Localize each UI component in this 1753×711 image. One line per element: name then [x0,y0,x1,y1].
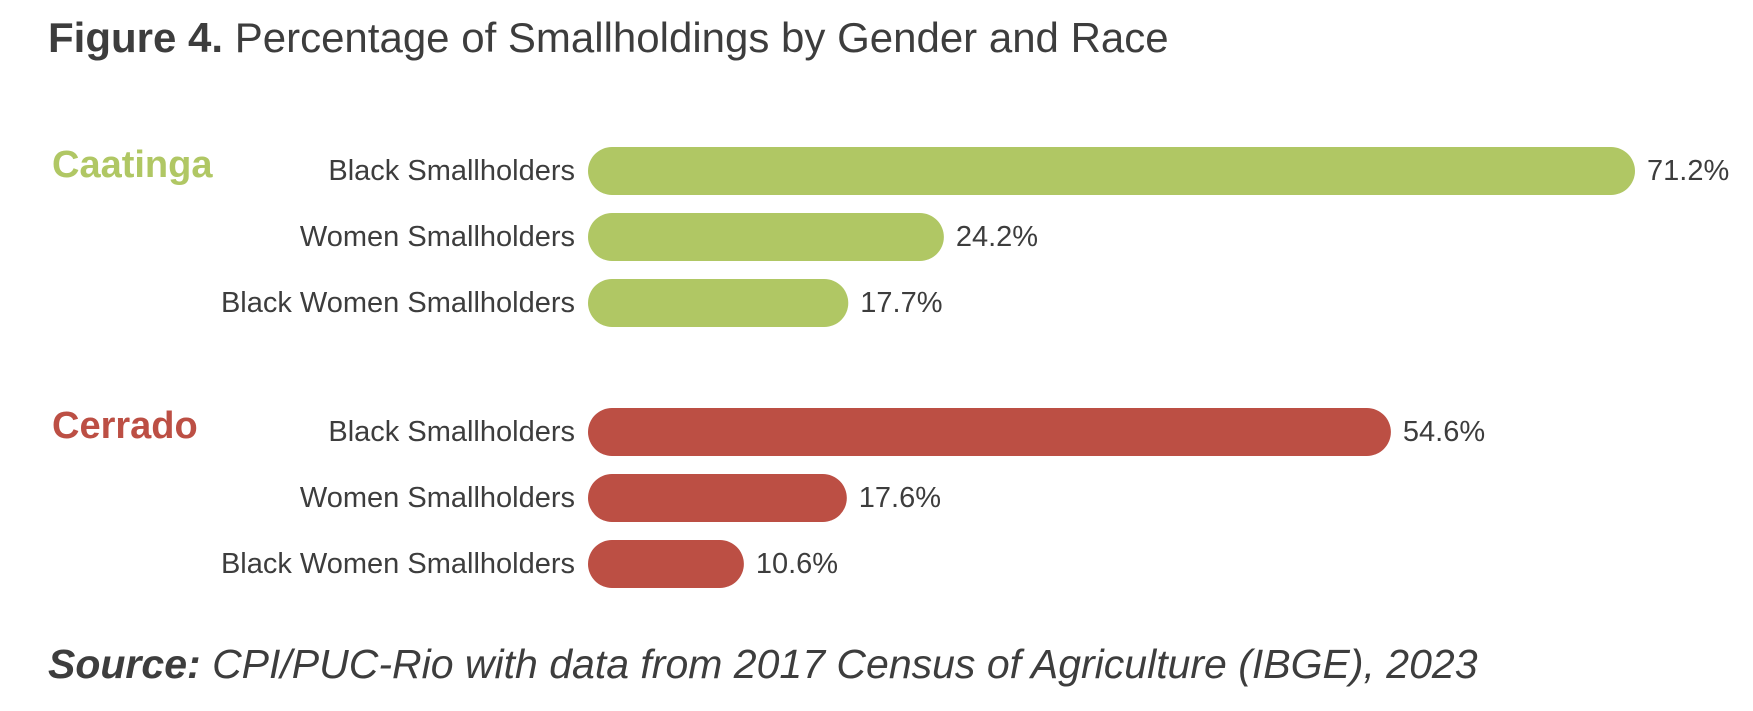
bar-caatinga-2 [588,279,849,327]
value-label: 71.2% [1647,155,1729,187]
category-label: Black Women Smallholders [221,287,575,319]
category-label: Black Smallholders [328,416,575,448]
value-label: 17.6% [859,482,941,514]
figure-title-text: Percentage of Smallholdings by Gender an… [234,14,1169,61]
bar-cerrado-1 [588,474,847,522]
group-label-cerrado: Cerrado [52,405,198,447]
value-label: 10.6% [756,548,838,580]
bar-caatinga-1 [588,213,944,261]
bar-cerrado-2 [588,540,744,588]
bar-cerrado-0 [588,408,1391,456]
value-label: 54.6% [1403,416,1485,448]
chart-source: Source: CPI/PUC-Rio with data from 2017 … [48,641,1478,688]
group-label-caatinga: Caatinga [52,144,213,186]
bar-caatinga-0 [588,147,1635,195]
category-label: Women Smallholders [300,221,575,253]
category-label: Women Smallholders [300,482,575,514]
category-label: Black Women Smallholders [221,548,575,580]
category-label: Black Smallholders [328,155,575,187]
source-text: CPI/PUC-Rio with data from 2017 Census o… [212,641,1478,687]
figure-number: Figure 4. [48,14,224,61]
source-label: Source: [48,641,201,687]
value-label: 24.2% [956,221,1038,253]
chart-title: Figure 4. Percentage of Smallholdings by… [48,14,1169,62]
value-label: 17.7% [860,287,942,319]
